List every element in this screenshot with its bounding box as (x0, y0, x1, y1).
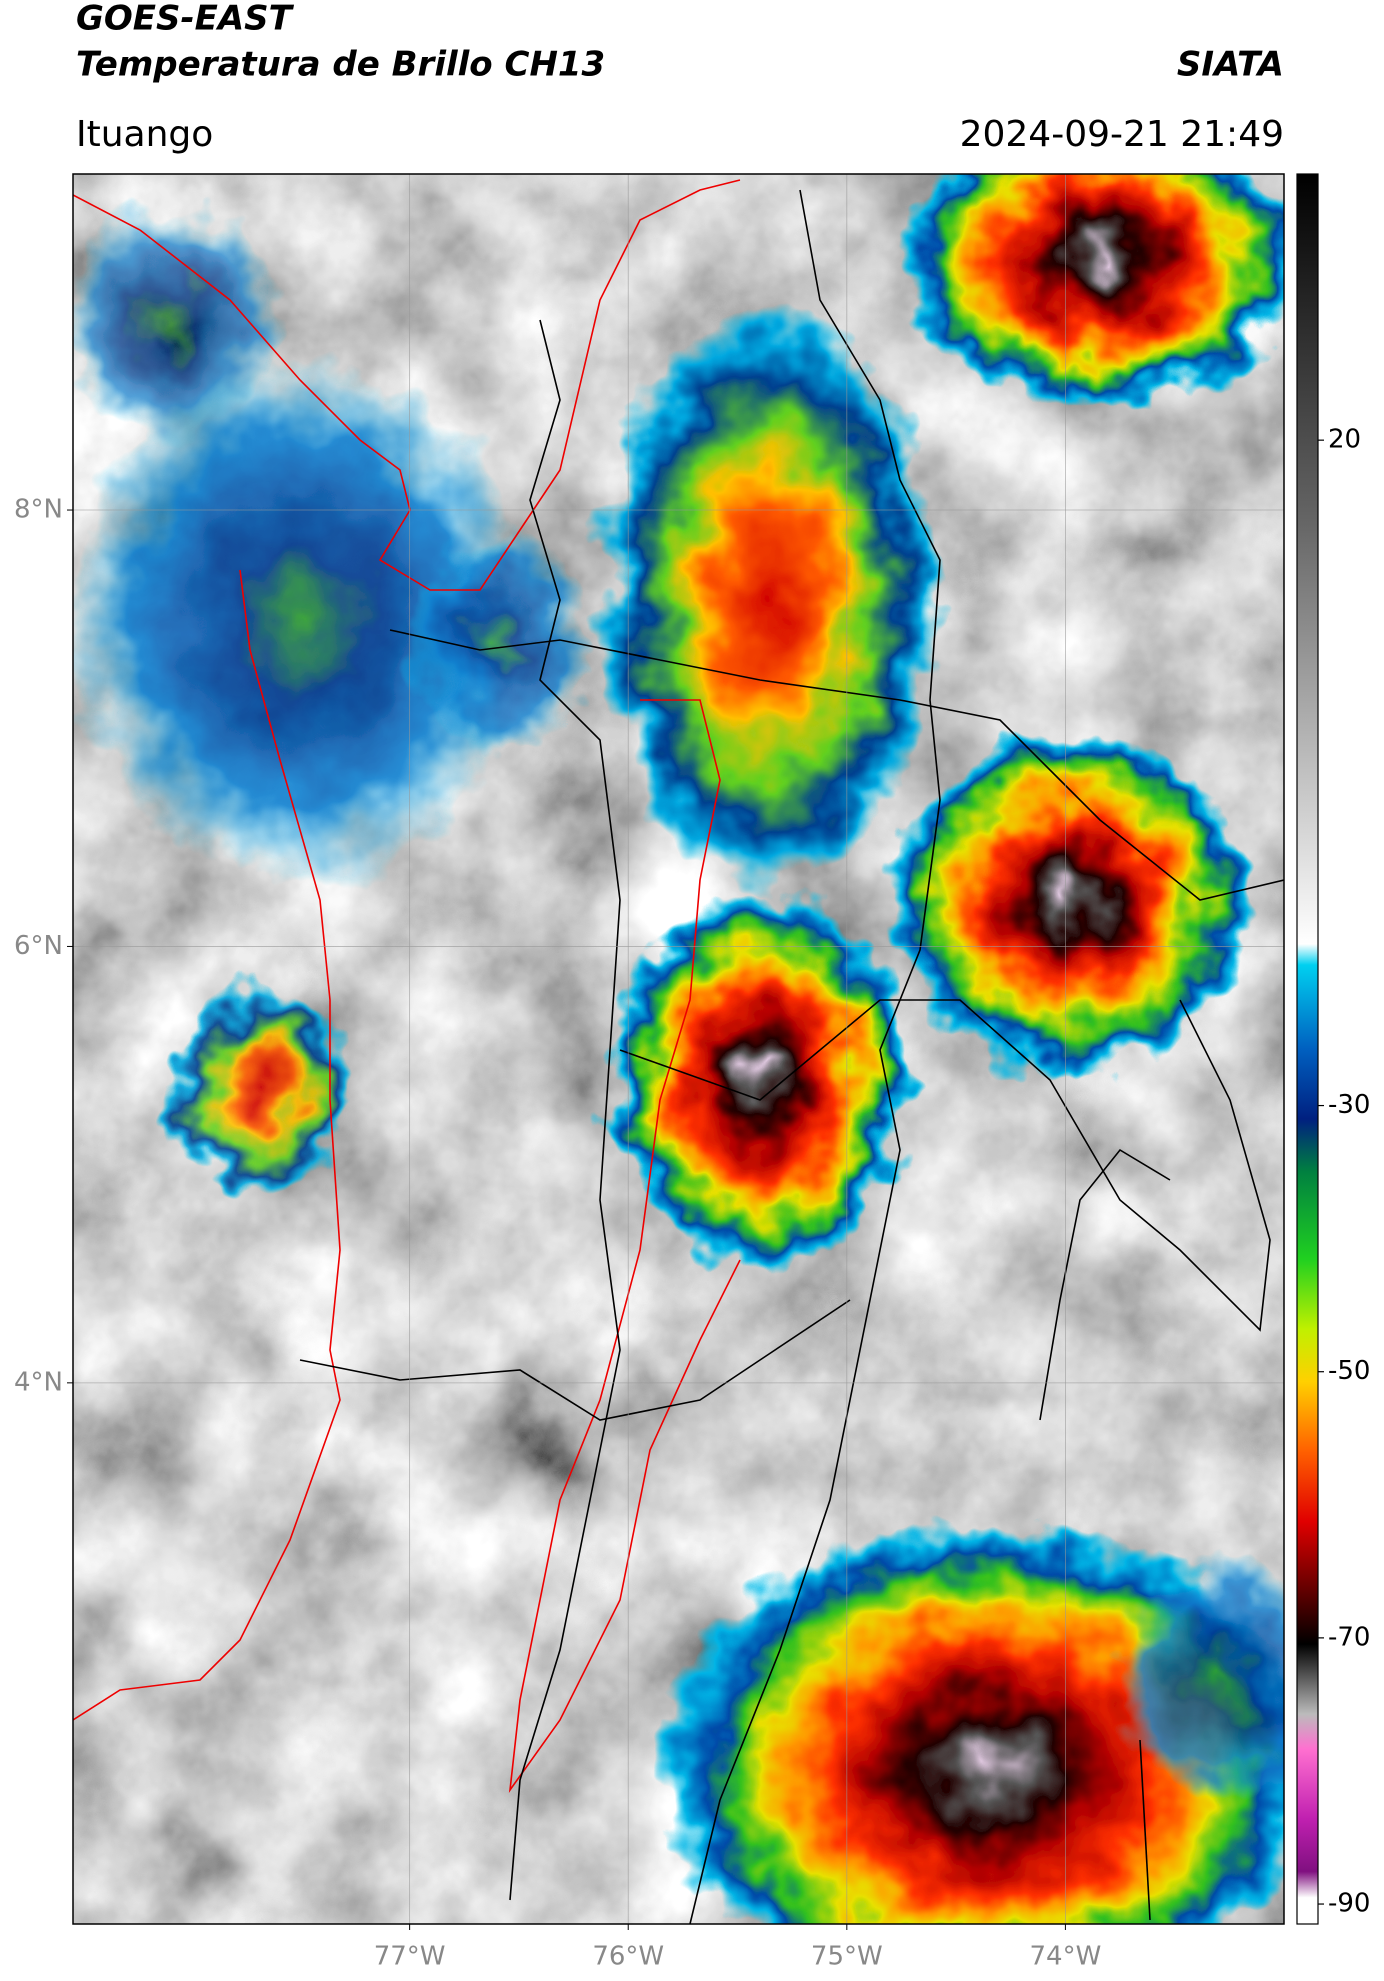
colorbar-tick-label: -70 (1328, 1622, 1370, 1652)
department-border (299, 1299, 851, 1421)
lon-label: 77°W (374, 1942, 446, 1972)
coastline (73, 179, 741, 591)
lat-label: 6°N (14, 931, 63, 961)
map-frame (72, 173, 1285, 1925)
department-border (1039, 1148, 1171, 1421)
product-title: Temperatura de Brillo CH13 (76, 45, 605, 85)
datetime-label: 2024-09-21 21:49 (960, 114, 1284, 155)
coastline (73, 569, 341, 1721)
region-label: Ituango (76, 114, 213, 155)
borders (73, 179, 1284, 1924)
lon-label: 76°W (592, 1942, 664, 1972)
department-border (619, 999, 1271, 1332)
colorbar-tick-label: 20 (1328, 425, 1361, 455)
colorbar-tick-label: -90 (1328, 1889, 1370, 1919)
department-border (508, 699, 741, 1793)
satellite-title: GOES-EAST (76, 0, 295, 39)
convective-cells (73, 174, 1284, 1924)
colorbar-tick-label: -50 (1328, 1356, 1370, 1386)
lon-label: 75°W (811, 1942, 883, 1972)
graticule (73, 174, 1284, 1924)
colorbar (1296, 173, 1319, 1925)
colorbar-tick-label: -30 (1328, 1090, 1370, 1120)
lat-label: 4°N (14, 1367, 63, 1397)
source-label: SIATA (1177, 45, 1284, 85)
department-border (509, 319, 621, 1901)
satellite-image (73, 174, 1284, 1924)
lat-label: 8°N (14, 495, 63, 525)
department-border (389, 629, 1284, 901)
department-border (1139, 1739, 1151, 1921)
lon-label: 74°W (1030, 1942, 1102, 1972)
